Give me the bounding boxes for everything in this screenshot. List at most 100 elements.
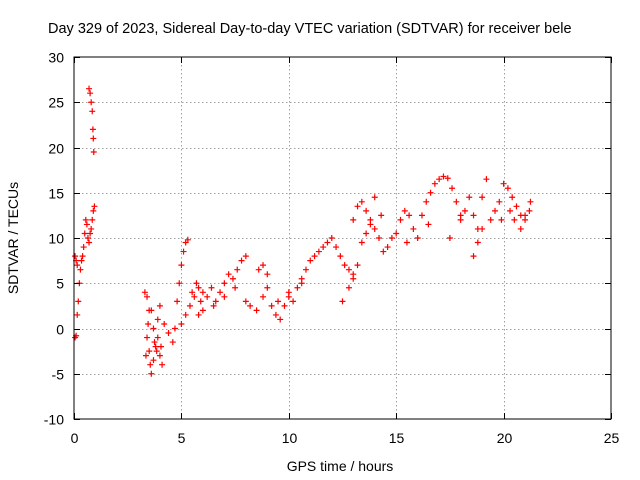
data-point (388, 235, 395, 241)
data-point (90, 135, 97, 142)
data-point (180, 248, 187, 255)
data-point (78, 257, 85, 264)
data-point (148, 370, 155, 377)
data-point (453, 198, 460, 205)
data-point (509, 194, 516, 201)
data-point (507, 207, 514, 214)
y-tick-label: 15 (48, 186, 64, 202)
data-point (193, 280, 200, 287)
data-point (457, 212, 464, 219)
data-point (178, 262, 185, 269)
data-point (354, 203, 361, 210)
data-point (154, 334, 161, 341)
data-point (153, 348, 160, 355)
data-point (221, 280, 228, 287)
data-point (156, 302, 163, 309)
data-point (154, 316, 161, 323)
data-point (88, 225, 95, 232)
data-point (253, 307, 260, 314)
data-point (403, 239, 410, 246)
data-point (384, 244, 391, 251)
data-point (264, 284, 271, 291)
data-point (367, 221, 374, 228)
y-tick-label: 10 (48, 231, 64, 247)
data-point (182, 311, 189, 318)
data-point (436, 176, 443, 183)
data-point (197, 298, 204, 305)
chart-title: Day 329 of 2023, Sidereal Day-to-day VTE… (48, 21, 572, 37)
data-point (74, 311, 81, 318)
data-point (492, 207, 499, 214)
data-point (307, 257, 314, 264)
data-point (470, 253, 477, 260)
data-point (242, 298, 249, 305)
data-point (195, 284, 202, 291)
data-point (354, 262, 361, 269)
data-point (255, 266, 262, 273)
data-point (345, 266, 352, 273)
data-point (242, 253, 249, 260)
data-point (328, 235, 335, 241)
data-point (401, 207, 408, 214)
data-point (371, 225, 378, 232)
data-point (311, 253, 318, 260)
data-point (229, 275, 236, 282)
data-point (79, 253, 86, 260)
data-point (208, 284, 215, 291)
data-point (294, 284, 301, 291)
data-point (511, 216, 518, 223)
data-point (142, 352, 149, 359)
data-point (446, 235, 453, 241)
data-point (358, 198, 365, 205)
data-point (82, 216, 89, 223)
data-point (363, 207, 370, 214)
data-point (74, 262, 81, 269)
data-point (479, 194, 486, 201)
data-point (150, 325, 157, 332)
data-point (277, 316, 284, 323)
data-point (345, 284, 352, 291)
data-point (393, 230, 400, 237)
data-point (500, 180, 507, 187)
data-point (174, 298, 181, 305)
data-point (461, 207, 468, 214)
data-point (157, 343, 164, 350)
data-point (156, 352, 163, 359)
data-point (151, 339, 158, 346)
data-point (378, 212, 385, 219)
data-point (90, 207, 97, 214)
data-point (87, 230, 94, 237)
y-tick-label: 20 (48, 141, 64, 157)
data-point (380, 248, 387, 255)
data-points (72, 85, 534, 377)
data-point (186, 302, 193, 309)
data-point (474, 239, 481, 246)
data-point (87, 90, 94, 97)
data-point (146, 348, 153, 355)
data-point (272, 311, 279, 318)
data-point (275, 298, 282, 305)
data-point (247, 302, 254, 309)
data-point (410, 225, 417, 232)
data-point (466, 194, 473, 201)
x-tick-label: 15 (389, 430, 405, 446)
data-point (333, 244, 340, 251)
grid-lines (74, 57, 611, 419)
data-point (221, 293, 228, 300)
data-point (526, 207, 533, 214)
data-point (86, 239, 93, 246)
y-axis-label: SDTVAR / TECUs (5, 182, 21, 294)
data-point (350, 216, 357, 223)
x-tick-label: 10 (282, 430, 298, 446)
data-point (483, 176, 490, 183)
data-point (161, 320, 168, 327)
data-point (264, 271, 271, 278)
data-point (148, 307, 155, 314)
data-point (522, 212, 529, 219)
data-point (406, 212, 413, 219)
y-tick-label: -5 (52, 367, 65, 383)
data-point (217, 289, 224, 296)
y-tick-label: 25 (48, 95, 64, 111)
data-point (75, 298, 82, 305)
